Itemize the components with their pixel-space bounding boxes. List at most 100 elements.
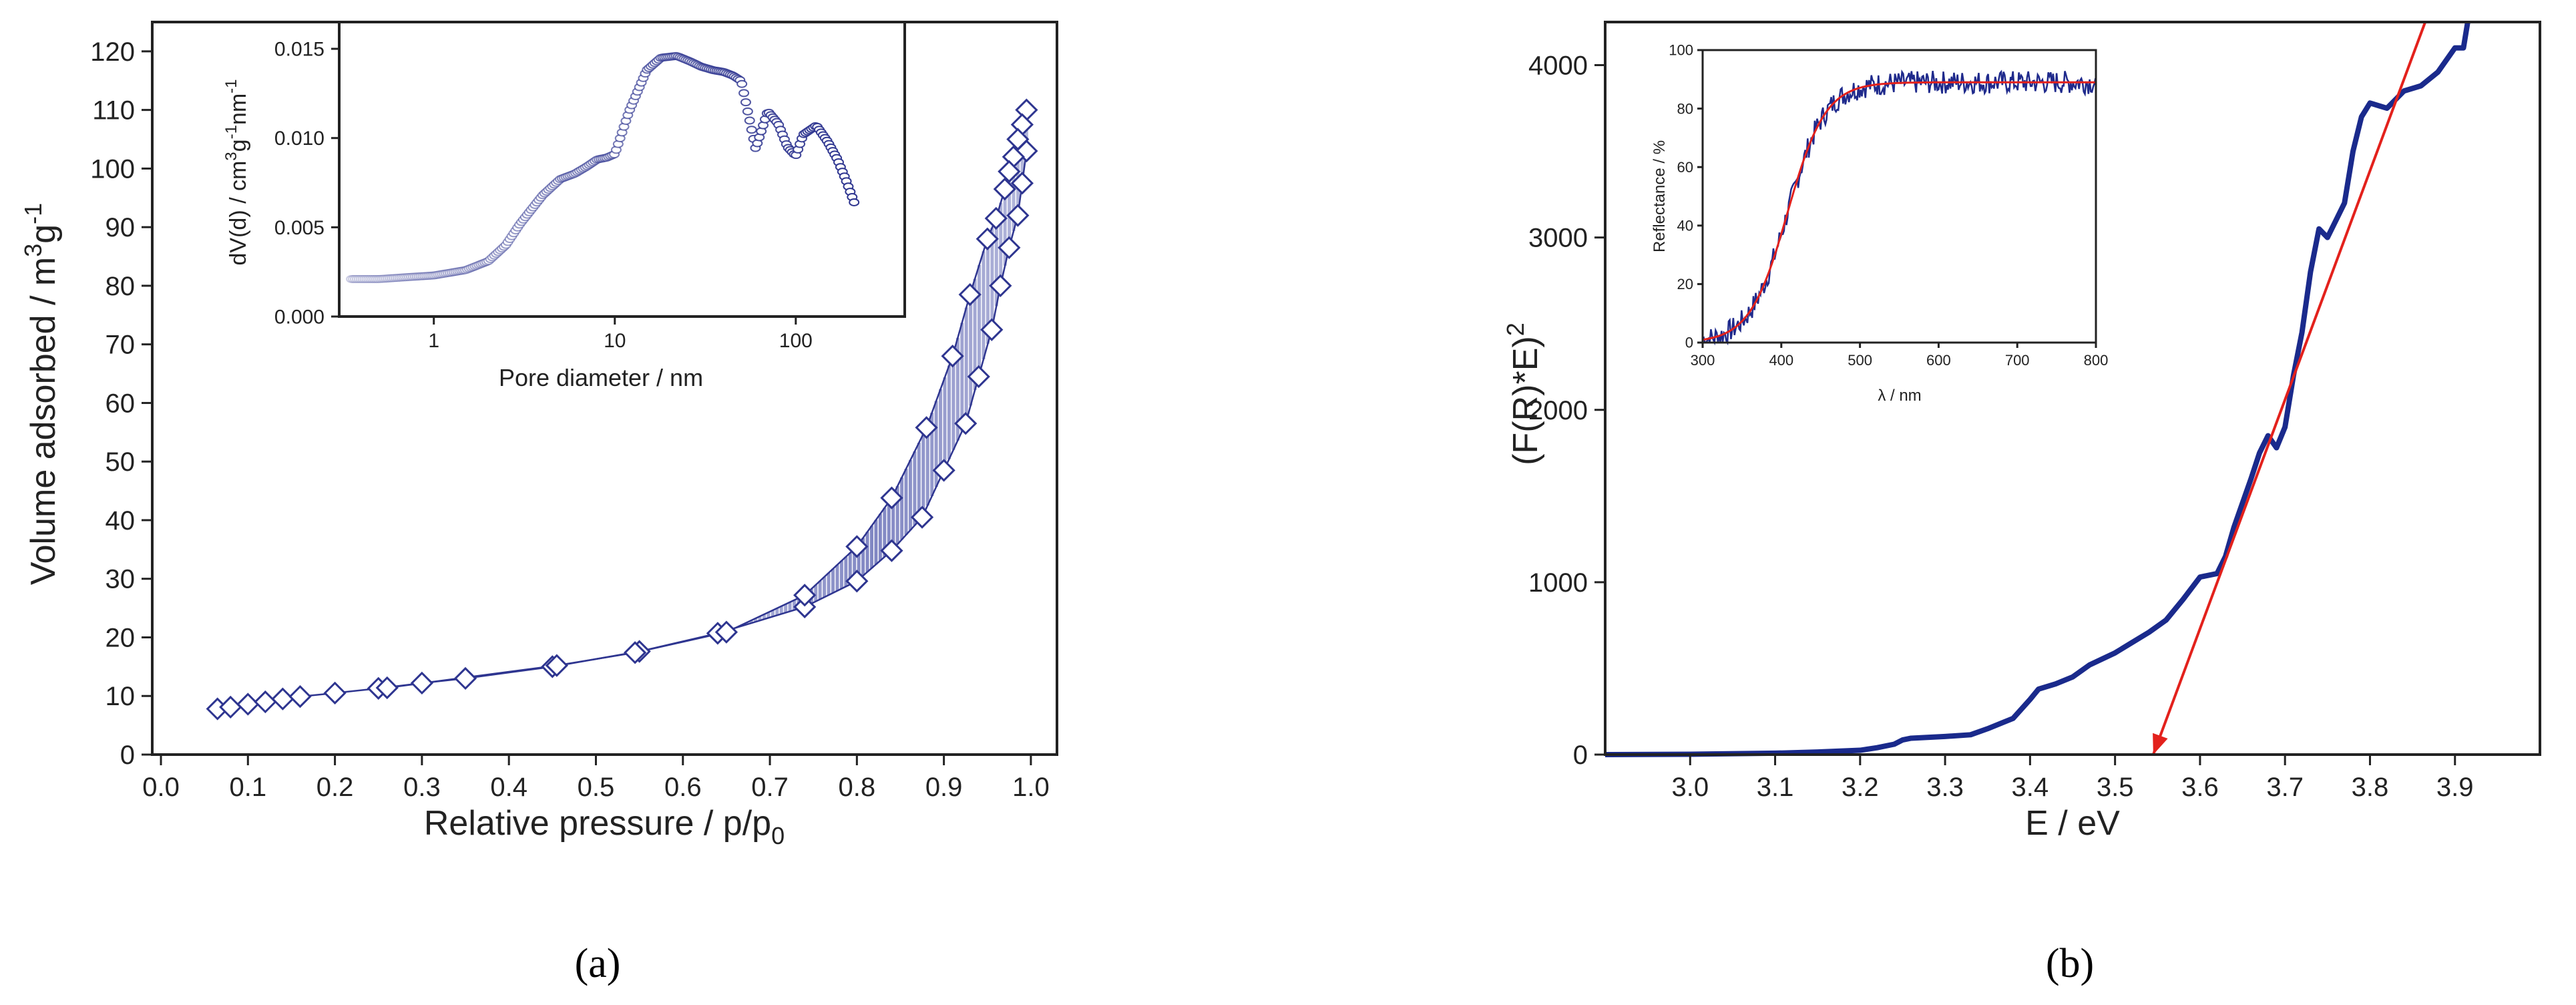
- reflectance-measured-line: [1701, 69, 2097, 346]
- reflectance-plot-frame: [1701, 49, 2097, 344]
- isotherm-y-axis-label: Volume adsorbed / m3g-1: [19, 203, 63, 585]
- panel-b-label: (b): [2046, 941, 2094, 986]
- desorption-point: [375, 676, 399, 700]
- pore-size-inset: 1 10 100 0.000 0.005 0.010 0.015 Pore diamete…: [222, 21, 906, 391]
- isotherm-y-tick-label: 0: [120, 741, 135, 770]
- pore-size-x-tick-label: 100: [779, 330, 813, 352]
- tauc-y-tick-label: 2000: [1528, 396, 1588, 425]
- reflectance-y-axis-label: Reflectance / %: [1651, 140, 1669, 252]
- reflectance-y-tick-label: 60: [1677, 159, 1693, 176]
- isotherm-x-tick-label: 0.1: [230, 773, 267, 802]
- tauc-x-tick-label: 3.9: [2436, 773, 2474, 802]
- isotherm-markers: [206, 98, 1038, 721]
- reflectance-x-tick-label: 800: [2084, 352, 2109, 369]
- pore-size-y-tick-label: 0.000: [274, 307, 325, 329]
- isotherm-y-ticks: 0 10 20 30 40 50 60 70 80 90 100 110 120: [90, 37, 152, 770]
- isotherm-x-tick-label: 0.6: [664, 773, 702, 802]
- desorption-point: [1006, 128, 1030, 151]
- reflectance-y-tick-label: 0: [1685, 335, 1693, 351]
- pore-size-x-tick-label: 10: [604, 330, 626, 352]
- isotherm-y-tick-label: 100: [90, 154, 135, 184]
- adsorption-point: [453, 666, 477, 690]
- pore-size-point: [736, 79, 748, 88]
- desorption-point: [880, 486, 903, 510]
- isotherm-x-tick-label: 0.0: [142, 773, 180, 802]
- desorption-point: [976, 227, 999, 250]
- adsorption-point: [910, 506, 934, 529]
- isotherm-y-tick-label: 90: [105, 213, 136, 242]
- adsorption-point: [1010, 172, 1034, 195]
- tauc-x-tick-label: 3.4: [2012, 773, 2049, 802]
- tauc-y-ticks: 0 1000 2000 3000 4000: [1528, 51, 1605, 770]
- reflectance-x-tick-label: 600: [1926, 352, 1951, 369]
- tauc-data-line: [1604, 21, 2471, 757]
- desorption-point: [993, 177, 1016, 201]
- pore-size-y-tick-label: 0.015: [274, 39, 325, 61]
- tauc-x-tick-label: 3.8: [2352, 773, 2389, 802]
- panel-a-label: (a): [575, 941, 621, 986]
- pore-size-y-axis-label: dV(d) / cm3g-1nm-1: [222, 79, 251, 265]
- tauc-y-tick-label: 1000: [1528, 568, 1588, 598]
- adsorption-point: [254, 690, 277, 714]
- pore-size-x-tick-label: 1: [428, 330, 439, 352]
- adsorption-point: [967, 365, 990, 389]
- desorption-point: [998, 160, 1021, 183]
- adsorption-point: [980, 318, 1004, 341]
- tauc-lines: [1604, 21, 2471, 757]
- tauc-plot-frame: [1604, 21, 2541, 756]
- desorption-point: [714, 620, 738, 644]
- adsorption-point: [236, 692, 260, 716]
- tauc-y-tick-label: 3000: [1528, 224, 1588, 253]
- reflectance-x-tick-label: 400: [1769, 352, 1793, 369]
- desorption-point: [545, 654, 568, 677]
- reflectance-x-tick-label: 700: [2005, 352, 2030, 369]
- panel-b: 3.0 3.1 3.2 3.3 3.4 3.5 3.6 3.7 3.8 3.9 010002000…: [1502, 21, 2541, 986]
- tauc-x-axis-label: E / eV: [2025, 804, 2120, 843]
- pore-size-plot-frame: [338, 21, 906, 318]
- desorption-point: [915, 416, 938, 439]
- pore-size-point: [746, 126, 757, 134]
- isotherm-y-tick-label: 70: [105, 331, 136, 360]
- adsorption-point: [989, 274, 1012, 298]
- isotherm-x-tick-label: 0.9: [925, 773, 963, 802]
- tauc-x-tick-label: 3.1: [1757, 773, 1794, 802]
- reflectance-x-tick-label: 300: [1691, 352, 1715, 369]
- isotherm-y-tick-label: 110: [92, 96, 135, 126]
- tauc-x-tick-label: 3.7: [2266, 773, 2304, 802]
- isotherm-x-tick-label: 0.4: [490, 773, 527, 802]
- pore-size-x-axis-label: Pore diameter / nm: [499, 364, 703, 391]
- isotherm-y-tick-label: 120: [90, 37, 135, 67]
- isotherm-y-tick-label: 80: [105, 272, 136, 301]
- desorption-point: [941, 345, 964, 368]
- isotherm-y-tick-label: 10: [105, 682, 136, 711]
- adsorption-point: [932, 459, 955, 482]
- adsorption-point: [880, 539, 903, 562]
- isotherm-y-tick-label: 50: [105, 447, 136, 477]
- tauc-y-tick-label: 0: [1573, 741, 1588, 770]
- pore-size-y-tick-label: 0.005: [274, 217, 325, 239]
- reflectance-y-tick-label: 100: [1669, 42, 1693, 59]
- isotherm-x-axis-label: Relative pressure / p/p0: [424, 804, 785, 849]
- reflectance-x-axis-label: λ / nm: [1878, 387, 1921, 405]
- isotherm-y-tick-label: 40: [105, 506, 136, 536]
- panel-a: 0.0 0.1 0.2 0.3 0.4 0.5 0.6 0.7 0.8 0.9 1.0 0 10 20 3…: [19, 21, 1058, 986]
- pore-size-y-ticks: 0.000 0.005 0.010 0.015: [274, 39, 339, 329]
- fit-arrowhead: [2153, 733, 2168, 755]
- adsorption-point: [998, 236, 1021, 259]
- desorption-point: [958, 282, 982, 307]
- isotherm-x-tick-label: 0.7: [751, 773, 789, 802]
- isotherm-x-tick-label: 0.2: [316, 773, 354, 802]
- tauc-x-tick-label: 3.3: [1926, 773, 1964, 802]
- isotherm-x-tick-label: 0.5: [578, 773, 615, 802]
- linear-fit-line: [2152, 21, 2427, 755]
- reflectance-y-ticks: 0 20 40 60 80 100: [1669, 42, 1703, 351]
- reflectance-fit-line: [1702, 81, 2096, 341]
- pore-size-point: [738, 89, 750, 97]
- isotherm-y-tick-label: 30: [105, 565, 136, 594]
- tauc-x-tick-label: 3.2: [1842, 773, 1879, 802]
- pore-size-point: [849, 198, 860, 206]
- reflectance-y-tick-label: 20: [1677, 276, 1693, 292]
- adsorption-point: [288, 684, 312, 709]
- pore-size-x-ticks: 1 10 100: [428, 317, 813, 352]
